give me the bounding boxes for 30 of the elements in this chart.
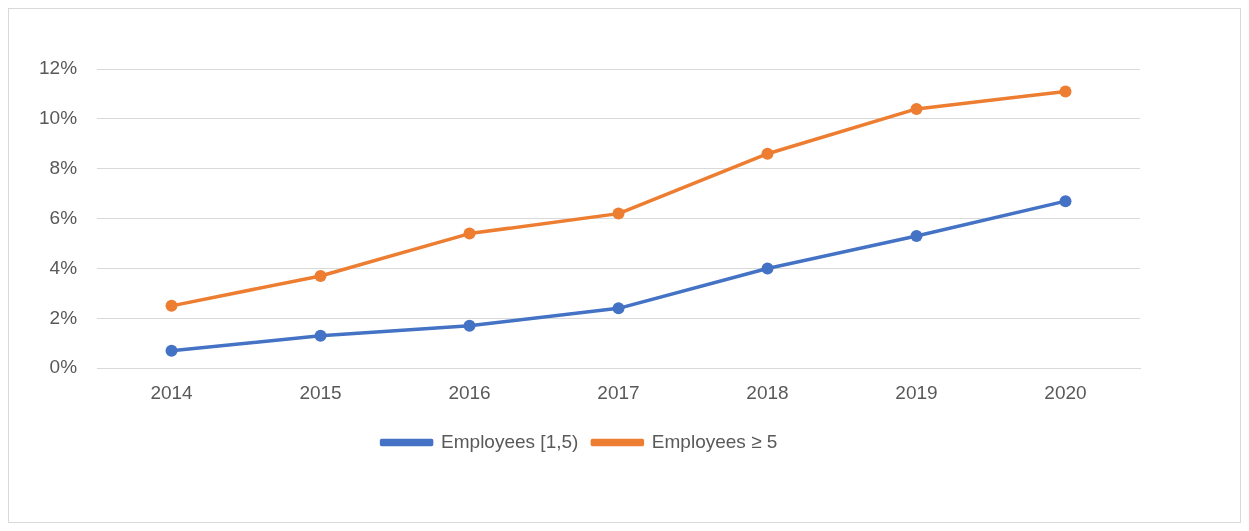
x-tick-label: 2017 — [597, 381, 640, 403]
point — [612, 302, 625, 315]
point — [761, 262, 774, 275]
y-tick-label: 0% — [49, 356, 78, 378]
point — [463, 319, 476, 332]
y-tick-label: 2% — [49, 306, 78, 328]
legend-label: Employees [1,5) — [441, 430, 579, 452]
y-tick-label: 8% — [49, 156, 78, 178]
legend-label: Employees ≥ 5 — [651, 430, 778, 452]
x-tick-label: 2015 — [299, 381, 342, 403]
x-tick-label: 2014 — [150, 381, 194, 403]
y-tick-label: 4% — [49, 256, 78, 278]
x-tick-label: 2016 — [448, 381, 491, 403]
point — [910, 102, 923, 115]
point — [1059, 85, 1072, 98]
point — [612, 207, 625, 220]
y-tick-label: 12% — [39, 57, 78, 79]
x-tick-label: 2020 — [1044, 381, 1087, 403]
point — [1059, 195, 1072, 208]
point — [314, 269, 327, 282]
point — [463, 227, 476, 240]
y-tick-label: 6% — [49, 206, 78, 228]
point — [910, 230, 923, 243]
point — [165, 299, 178, 312]
y-tick-label: 10% — [39, 107, 78, 129]
x-tick-label: 2018 — [746, 381, 789, 403]
point — [165, 344, 178, 357]
point — [761, 147, 774, 160]
point — [314, 329, 327, 342]
x-tick-label: 2019 — [895, 381, 938, 403]
